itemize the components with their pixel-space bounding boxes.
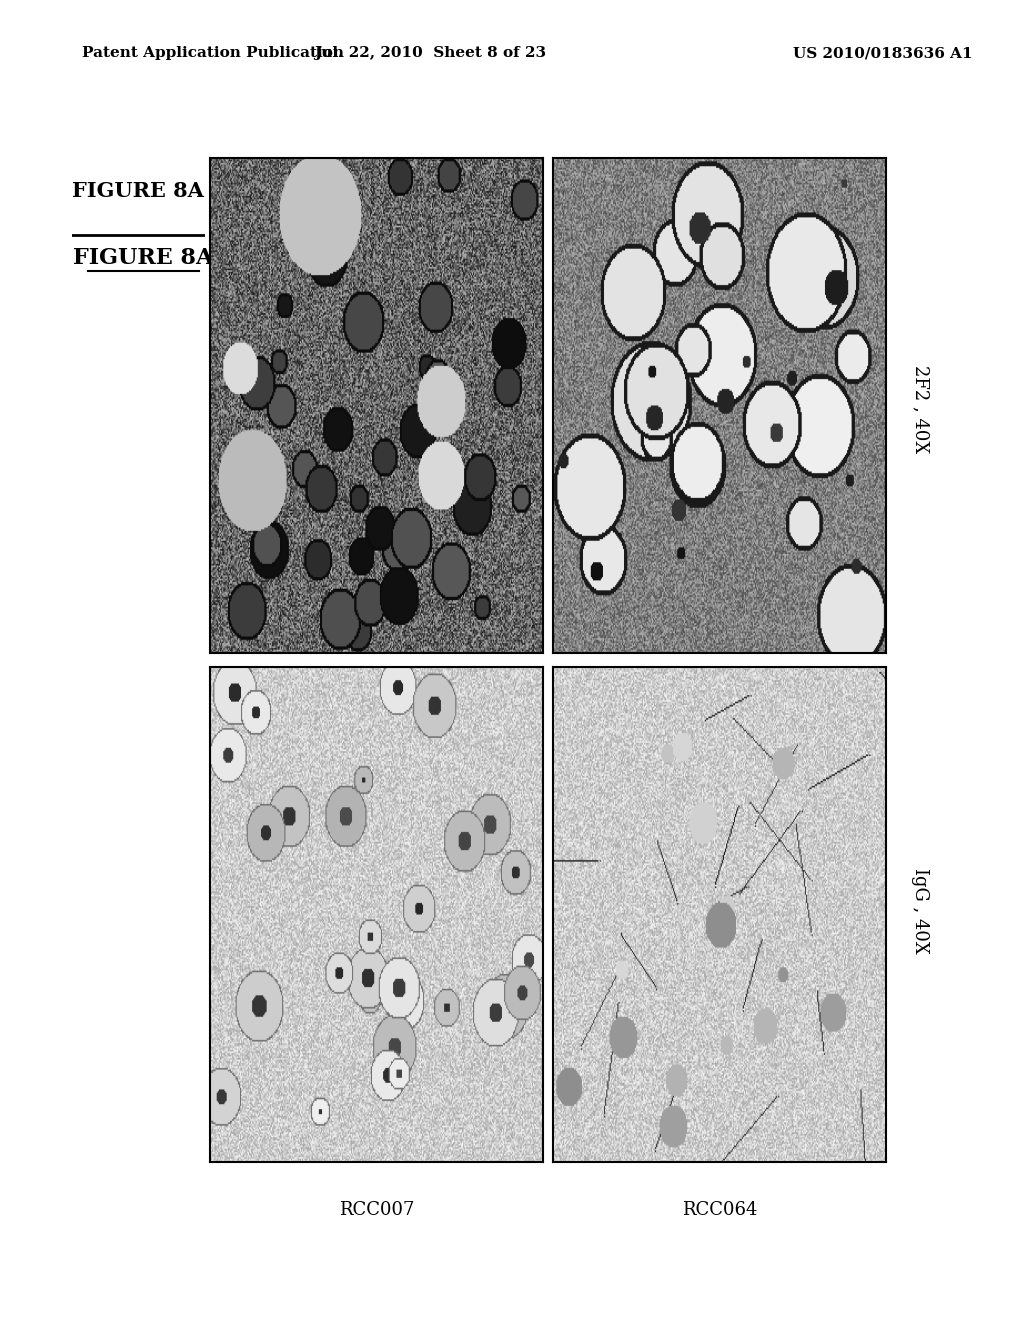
Text: IgG , 40X: IgG , 40X	[911, 869, 930, 953]
Text: 2F2 , 40X: 2F2 , 40X	[911, 366, 930, 453]
Text: FIGURE 8A: FIGURE 8A	[73, 248, 214, 269]
Text: FIGURE 8A: FIGURE 8A	[73, 181, 204, 202]
Text: Patent Application Publication: Patent Application Publication	[82, 46, 344, 61]
Text: US 2010/0183636 A1: US 2010/0183636 A1	[794, 46, 973, 61]
Text: Jul. 22, 2010  Sheet 8 of 23: Jul. 22, 2010 Sheet 8 of 23	[314, 46, 546, 61]
Text: RCC007: RCC007	[339, 1201, 414, 1220]
Text: RCC064: RCC064	[682, 1201, 757, 1220]
